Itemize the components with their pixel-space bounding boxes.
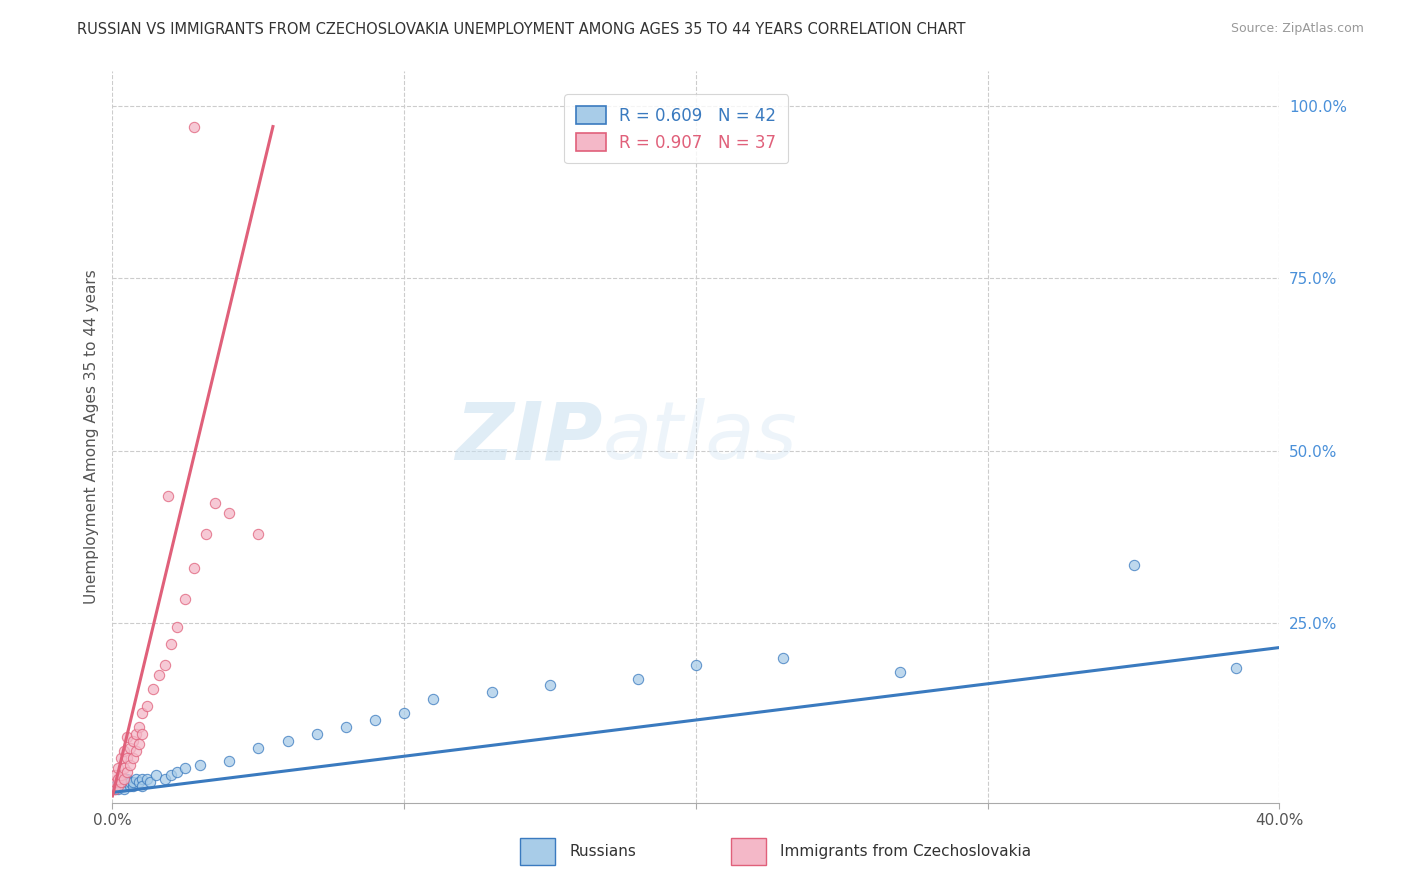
Point — [115, 772, 138, 786]
Point — [166, 764, 188, 779]
Point — [131, 779, 153, 793]
Point — [118, 779, 141, 793]
Point — [183, 120, 205, 134]
Point — [104, 782, 127, 797]
Point — [115, 751, 138, 765]
Point — [128, 775, 150, 789]
Point — [160, 637, 183, 651]
Point — [115, 764, 138, 779]
Point — [204, 495, 226, 509]
Point — [247, 740, 270, 755]
Point — [122, 779, 145, 793]
Point — [481, 685, 503, 699]
Point — [107, 775, 129, 789]
Point — [125, 772, 148, 786]
Point — [110, 768, 132, 782]
Point — [166, 620, 188, 634]
Point — [538, 678, 561, 692]
Point — [153, 657, 176, 672]
Point — [107, 772, 129, 786]
Point — [112, 761, 135, 775]
Point — [218, 755, 240, 769]
Point — [335, 720, 357, 734]
Point — [112, 782, 135, 797]
Point — [276, 733, 298, 747]
Point — [174, 761, 197, 775]
Point — [112, 744, 135, 758]
Point — [131, 706, 153, 720]
Point — [104, 775, 127, 789]
Point — [1122, 558, 1144, 572]
Point — [112, 772, 135, 786]
Point — [148, 668, 170, 682]
Point — [1225, 661, 1247, 675]
Point — [115, 731, 138, 745]
Point — [627, 672, 650, 686]
Text: Immigrants from Czechoslovakia: Immigrants from Czechoslovakia — [780, 845, 1032, 859]
Point — [128, 720, 150, 734]
Point — [183, 561, 205, 575]
Point — [112, 779, 135, 793]
Point — [107, 761, 129, 775]
Point — [305, 727, 328, 741]
Text: Russians: Russians — [569, 845, 637, 859]
Point — [122, 751, 145, 765]
Point — [174, 592, 197, 607]
Legend: R = 0.609   N = 42, R = 0.907   N = 37: R = 0.609 N = 42, R = 0.907 N = 37 — [564, 95, 787, 163]
Point — [218, 506, 240, 520]
Point — [145, 768, 167, 782]
Point — [188, 757, 211, 772]
Point — [889, 665, 911, 679]
Point — [156, 489, 179, 503]
Point — [136, 772, 159, 786]
Point — [122, 733, 145, 747]
Point — [122, 775, 145, 789]
Point — [118, 740, 141, 755]
Y-axis label: Unemployment Among Ages 35 to 44 years: Unemployment Among Ages 35 to 44 years — [83, 269, 98, 605]
Point — [110, 779, 132, 793]
Point — [110, 775, 132, 789]
Point — [131, 727, 153, 741]
Point — [422, 692, 444, 706]
Point — [118, 757, 141, 772]
Point — [107, 782, 129, 797]
Point — [394, 706, 416, 720]
Point — [104, 768, 127, 782]
Point — [104, 782, 127, 797]
Point — [247, 526, 270, 541]
Point — [110, 775, 132, 789]
Point — [115, 775, 138, 789]
Point — [685, 657, 707, 672]
Point — [160, 768, 183, 782]
Point — [131, 772, 153, 786]
Point — [110, 751, 132, 765]
Point — [772, 651, 794, 665]
Point — [104, 779, 127, 793]
Text: Source: ZipAtlas.com: Source: ZipAtlas.com — [1230, 22, 1364, 36]
Point — [194, 526, 217, 541]
Text: atlas: atlas — [603, 398, 797, 476]
Point — [142, 681, 165, 696]
Point — [128, 737, 150, 751]
Point — [364, 713, 387, 727]
Point — [107, 779, 129, 793]
Point — [118, 775, 141, 789]
Text: RUSSIAN VS IMMIGRANTS FROM CZECHOSLOVAKIA UNEMPLOYMENT AMONG AGES 35 TO 44 YEARS: RUSSIAN VS IMMIGRANTS FROM CZECHOSLOVAKI… — [77, 22, 966, 37]
Text: ZIP: ZIP — [456, 398, 603, 476]
Point — [125, 744, 148, 758]
Point — [125, 727, 148, 741]
Point — [136, 699, 159, 714]
Point — [139, 775, 162, 789]
Point — [153, 772, 176, 786]
